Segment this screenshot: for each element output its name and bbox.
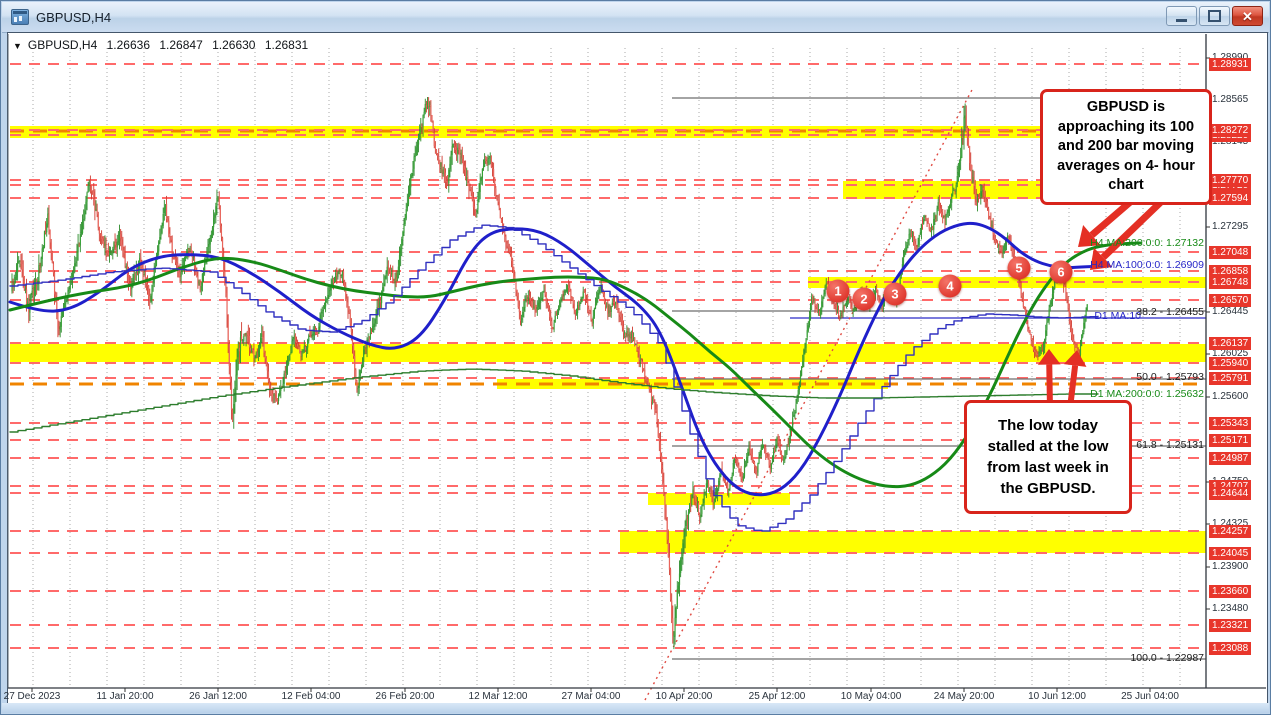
time-axis-label: 10 Jun 12:00 — [1028, 691, 1086, 702]
fibonacci-lines-layer — [672, 97, 1206, 660]
price-level-flag: 1.23321 — [1209, 618, 1252, 632]
indicator-label: D1 MA:10 — [1094, 310, 1141, 322]
price-level-flag: 1.26137 — [1209, 336, 1252, 350]
price-level-lines-layer — [10, 63, 1206, 649]
moving-average-layer — [8, 221, 1142, 532]
time-axis-label: 12 Mar 12:00 — [468, 691, 528, 702]
time-axis-label: 27 Mar 04:00 — [561, 691, 621, 702]
indicator-label: D1 MA:200:0:0: 1.25632 — [1090, 388, 1204, 400]
price-level-flag: 1.28272 — [1209, 123, 1252, 137]
title-bar[interactable]: GBPUSD,H4 ✕ — [2, 2, 1269, 33]
time-axis-label: 25 Jun 04:00 — [1121, 691, 1179, 702]
window-title: GBPUSD,H4 — [36, 9, 112, 25]
indicator-label: 100.0 - 1.22987 — [1130, 652, 1204, 664]
time-axis-label: 12 Feb 04:00 — [281, 691, 341, 702]
indicator-label: H4 MA:100:0:0: 1.26909 — [1090, 259, 1204, 271]
indicator-label: 50.0 - 1.25793 — [1136, 371, 1204, 383]
chart-marker-6[interactable]: 6 — [1049, 260, 1073, 284]
chart-marker-1[interactable]: 1 — [826, 279, 850, 303]
chart-window-icon — [11, 9, 29, 25]
time-axis-label: 25 Apr 12:00 — [748, 691, 806, 702]
price-axis-tick: 1.28145 — [1212, 136, 1249, 147]
ma-line-D1-MA-10 — [9, 224, 1099, 532]
maximize-button[interactable] — [1199, 6, 1230, 26]
ohlc-symbol: GBPUSD,H4 — [27, 38, 98, 52]
price-level-flag: 1.26570 — [1209, 293, 1252, 307]
price-level-flag: 1.25940 — [1209, 356, 1252, 370]
price-level-flag: 1.28931 — [1209, 57, 1252, 71]
time-axis-label: 11 Jan 20:00 — [96, 691, 154, 702]
time-axis-label: 10 May 04:00 — [840, 691, 902, 702]
ohlc-readout: ▼ GBPUSD,H4 1.26636 1.26847 1.26630 1.268… — [13, 38, 314, 52]
ohlc-high: 1.26847 — [159, 38, 203, 52]
indicator-label: H4 MA:200:0:0: 1.27132 — [1090, 237, 1204, 249]
price-level-flag: 1.24257 — [1209, 524, 1252, 538]
ohlc-open: 1.26636 — [106, 38, 151, 52]
time-axis-label: 24 May 20:00 — [933, 691, 995, 702]
minimize-button[interactable] — [1166, 6, 1197, 26]
trendline-layer — [644, 87, 974, 701]
price-axis-tick: 1.24325 — [1212, 518, 1249, 529]
annotation-box-low-text: The low today stalled at the low from la… — [987, 417, 1109, 497]
price-axis-tick: 1.28565 — [1212, 94, 1249, 105]
time-axis-label: 10 Apr 20:00 — [655, 691, 713, 702]
price-level-flag: 1.25171 — [1209, 433, 1252, 447]
time-axis-label: 26 Jan 12:00 — [189, 691, 247, 702]
price-level-flag: 1.26858 — [1209, 264, 1252, 278]
annotation-box-ma-text: GBPUSD is approaching its 100 and 200 ba… — [1057, 99, 1195, 194]
ohlc-low: 1.26630 — [212, 38, 256, 52]
minimize-icon — [1176, 18, 1187, 22]
price-level-flag: 1.24045 — [1209, 546, 1252, 560]
close-icon: ✕ — [1242, 8, 1253, 24]
price-axis-tick: 1.25600 — [1212, 391, 1249, 402]
price-level-flag: 1.27594 — [1209, 191, 1252, 205]
price-level-flag: 1.26748 — [1209, 275, 1252, 289]
price-level-flag: 1.25343 — [1209, 416, 1252, 430]
ma-line-H4-MA-200 — [8, 241, 1142, 489]
maximize-icon — [1208, 10, 1221, 22]
close-button[interactable]: ✕ — [1232, 6, 1263, 26]
symbol-dropdown-caret-icon[interactable]: ▼ — [13, 41, 22, 51]
price-axis-tick: 1.23900 — [1212, 561, 1249, 572]
price-axis-tick: 1.26445 — [1212, 306, 1249, 317]
price-level-flag: 1.23088 — [1209, 641, 1252, 655]
price-level-flag: 1.27048 — [1209, 245, 1252, 259]
ma-line-D1-MA-200 — [9, 368, 1099, 433]
price-level-flag: 1.24644 — [1209, 486, 1252, 500]
indicator-label: 61.8 - 1.25131 — [1136, 439, 1204, 451]
chart-marker-5[interactable]: 5 — [1007, 256, 1031, 280]
time-axis-label: 27 Dec 2023 — [3, 691, 61, 702]
time-axis-label: 26 Feb 20:00 — [375, 691, 435, 702]
price-level-flag: 1.23660 — [1209, 584, 1252, 598]
annotation-box-ma[interactable]: GBPUSD is approaching its 100 and 200 ba… — [1040, 89, 1212, 205]
price-level-flag: 1.25791 — [1209, 371, 1252, 385]
window-bottom-frame — [2, 703, 1269, 713]
price-level-flag: 1.27770 — [1209, 173, 1252, 187]
chart-marker-3[interactable]: 3 — [883, 282, 907, 306]
annotation-box-low[interactable]: The low today stalled at the low from la… — [964, 400, 1132, 514]
ma-line-H4-MA-100 — [8, 221, 1107, 497]
price-level-flag: 1.24987 — [1209, 451, 1252, 465]
chart-marker-4[interactable]: 4 — [938, 274, 962, 298]
indicator-label: 38.2 - 1.26455 — [1136, 306, 1204, 318]
price-axis-tick: 1.27295 — [1212, 221, 1249, 232]
ohlc-close: 1.26831 — [264, 38, 309, 52]
chart-marker-2[interactable]: 2 — [852, 287, 876, 311]
grid-layer — [32, 48, 1181, 688]
price-axis-tick: 1.23480 — [1212, 603, 1249, 614]
price-axis-tick: 1.26025 — [1212, 348, 1249, 359]
